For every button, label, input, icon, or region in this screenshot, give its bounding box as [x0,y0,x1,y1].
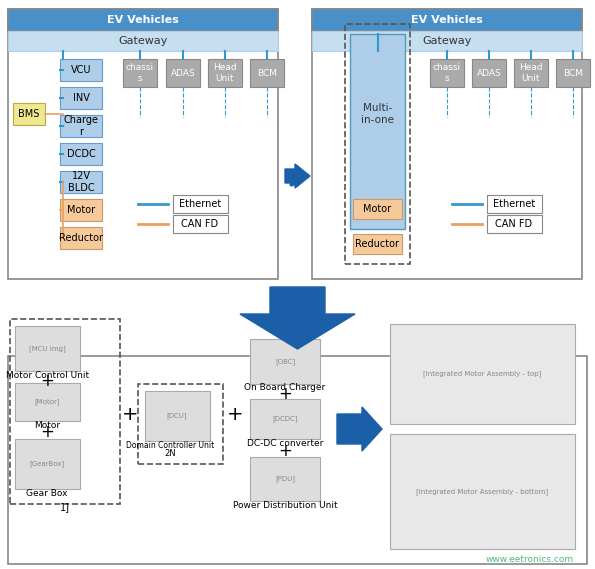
Text: chassi
s: chassi s [126,63,154,83]
Text: +: + [40,372,54,390]
Text: Multi-
in-one: Multi- in-one [361,103,394,125]
Text: Power Distribution Unit: Power Distribution Unit [233,501,337,510]
Text: VCU: VCU [71,65,91,75]
FancyBboxPatch shape [514,59,548,87]
Text: BCM: BCM [257,68,277,77]
Text: BMS: BMS [18,109,40,119]
FancyBboxPatch shape [487,195,542,213]
Text: INV: INV [73,93,89,103]
FancyBboxPatch shape [250,59,284,87]
Text: EV Vehicles: EV Vehicles [107,15,179,25]
Text: CAN FD: CAN FD [496,219,533,229]
FancyBboxPatch shape [123,59,157,87]
FancyBboxPatch shape [60,115,102,137]
Polygon shape [337,407,382,451]
FancyBboxPatch shape [8,356,587,564]
FancyBboxPatch shape [13,103,45,125]
Text: Domain Controller Unit: Domain Controller Unit [126,442,214,451]
Text: [DCU]: [DCU] [167,413,187,419]
Bar [345,24,410,264]
Text: Motor: Motor [67,205,95,215]
Text: [PDU]: [PDU] [275,476,295,483]
FancyBboxPatch shape [173,195,228,213]
Text: Motor: Motor [364,204,392,214]
Text: [Integrated Motor Assembly - bottom]: [Integrated Motor Assembly - bottom] [416,489,548,496]
Text: DC-DC converter: DC-DC converter [247,439,323,447]
FancyBboxPatch shape [8,31,278,51]
Text: 12V
BLDC: 12V BLDC [68,171,95,193]
Text: [DCDC]: [DCDC] [273,415,298,422]
Text: DCDC: DCDC [67,149,95,159]
FancyBboxPatch shape [166,59,200,87]
FancyBboxPatch shape [60,227,102,249]
FancyBboxPatch shape [430,59,464,87]
Text: Charge
r: Charge r [64,115,99,137]
Text: [Integrated Motor Assembly - top]: [Integrated Motor Assembly - top] [423,370,541,377]
Text: [GearBox]: [GearBox] [29,461,65,467]
Text: www.eetronics.com: www.eetronics.com [486,555,574,563]
Text: Reductor: Reductor [355,239,399,249]
FancyBboxPatch shape [8,9,278,279]
Bar [138,384,223,464]
Text: 1]: 1] [60,502,70,512]
Text: 2N: 2N [164,448,176,457]
Text: Reductor: Reductor [59,233,103,243]
Text: Gateway: Gateway [118,36,168,46]
FancyBboxPatch shape [15,439,80,489]
FancyBboxPatch shape [350,34,405,229]
Polygon shape [240,287,355,349]
Text: Gateway: Gateway [422,36,472,46]
Text: +: + [122,405,138,423]
FancyBboxPatch shape [390,434,575,549]
Text: +: + [227,405,243,423]
FancyBboxPatch shape [250,399,320,439]
Bar [10,319,120,504]
FancyBboxPatch shape [173,215,228,233]
FancyBboxPatch shape [15,383,80,421]
FancyBboxPatch shape [312,31,582,51]
Text: CAN FD: CAN FD [181,219,218,229]
Text: Ethernet: Ethernet [179,199,221,209]
FancyBboxPatch shape [8,9,278,31]
FancyBboxPatch shape [60,171,102,193]
Text: +: + [40,423,54,441]
FancyBboxPatch shape [312,9,582,31]
Text: Head
Unit: Head Unit [213,63,237,83]
FancyBboxPatch shape [60,59,102,81]
Text: ADAS: ADAS [477,68,502,77]
Polygon shape [285,164,310,188]
FancyBboxPatch shape [60,143,102,165]
FancyBboxPatch shape [472,59,506,87]
Text: Motor: Motor [34,422,60,431]
Text: EV Vehicles: EV Vehicles [411,15,483,25]
Text: [OBC]: [OBC] [275,358,295,365]
FancyBboxPatch shape [390,324,575,424]
Text: On Board Charger: On Board Charger [245,382,325,391]
Text: [MCU img]: [MCU img] [29,345,65,352]
FancyBboxPatch shape [353,199,402,219]
Text: Head
Unit: Head Unit [519,63,543,83]
Text: +: + [278,442,292,460]
FancyBboxPatch shape [487,215,542,233]
Text: Gear Box: Gear Box [26,489,68,498]
Text: ADAS: ADAS [171,68,195,77]
FancyBboxPatch shape [353,234,402,254]
FancyBboxPatch shape [250,457,320,501]
Text: BCM: BCM [563,68,583,77]
Text: chassi
s: chassi s [433,63,461,83]
FancyBboxPatch shape [312,9,582,279]
FancyBboxPatch shape [60,199,102,221]
FancyBboxPatch shape [60,87,102,109]
Text: Ethernet: Ethernet [493,199,535,209]
Text: +: + [278,385,292,403]
FancyBboxPatch shape [250,339,320,384]
FancyBboxPatch shape [145,391,210,441]
FancyBboxPatch shape [208,59,242,87]
Text: Motor Control Unit: Motor Control Unit [7,372,90,381]
Text: [Motor]: [Motor] [34,399,60,405]
FancyBboxPatch shape [15,326,80,371]
FancyBboxPatch shape [556,59,590,87]
